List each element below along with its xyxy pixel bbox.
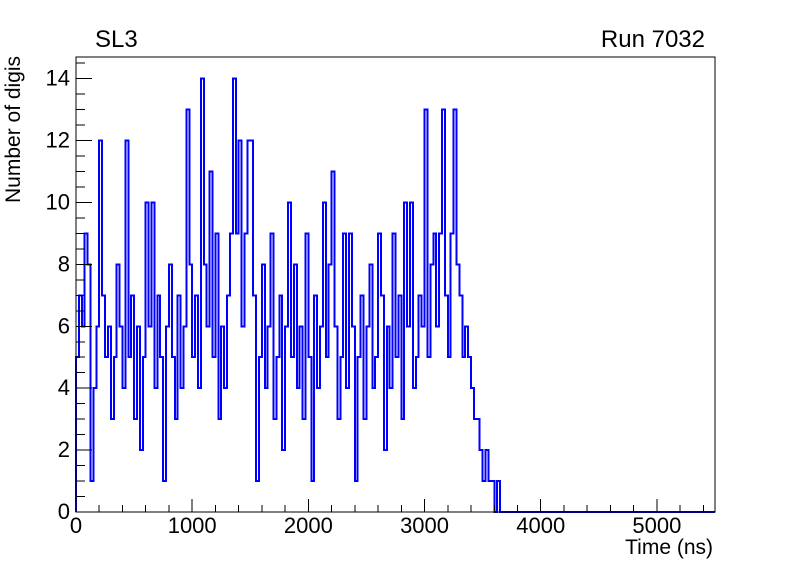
x-tick-label: 1000: [168, 513, 217, 538]
x-tick-label: 4000: [516, 513, 565, 538]
histogram-line: [75, 77, 715, 513]
y-tick-label: 10: [46, 189, 70, 214]
axis-tick-labels: 0 1000 2000 3000 4000 5000 0 2 4 6 8 10 12 14: [46, 66, 682, 538]
y-tick-label: 4: [58, 375, 70, 400]
x-tick-label: 0: [70, 513, 82, 538]
run-number-label: Run 7032: [601, 26, 705, 53]
x-axis-title: Time (ns): [625, 536, 713, 559]
x-tick-label: 3000: [400, 513, 449, 538]
y-tick-label: 8: [58, 251, 70, 276]
y-tick-label: 0: [58, 499, 70, 524]
axis-ticks: [75, 62, 704, 513]
plot-title: SL3: [95, 26, 138, 53]
y-tick-label: 6: [58, 313, 70, 338]
x-tick-label: 5000: [632, 513, 681, 538]
y-tick-label: 12: [46, 128, 70, 153]
plot-frame: [75, 56, 716, 513]
y-tick-label: 14: [46, 66, 70, 91]
x-tick-label: 2000: [284, 513, 333, 538]
y-axis-title: Number of digis: [2, 56, 25, 203]
y-tick-label: 2: [58, 437, 70, 462]
histogram-series: [75, 77, 715, 513]
